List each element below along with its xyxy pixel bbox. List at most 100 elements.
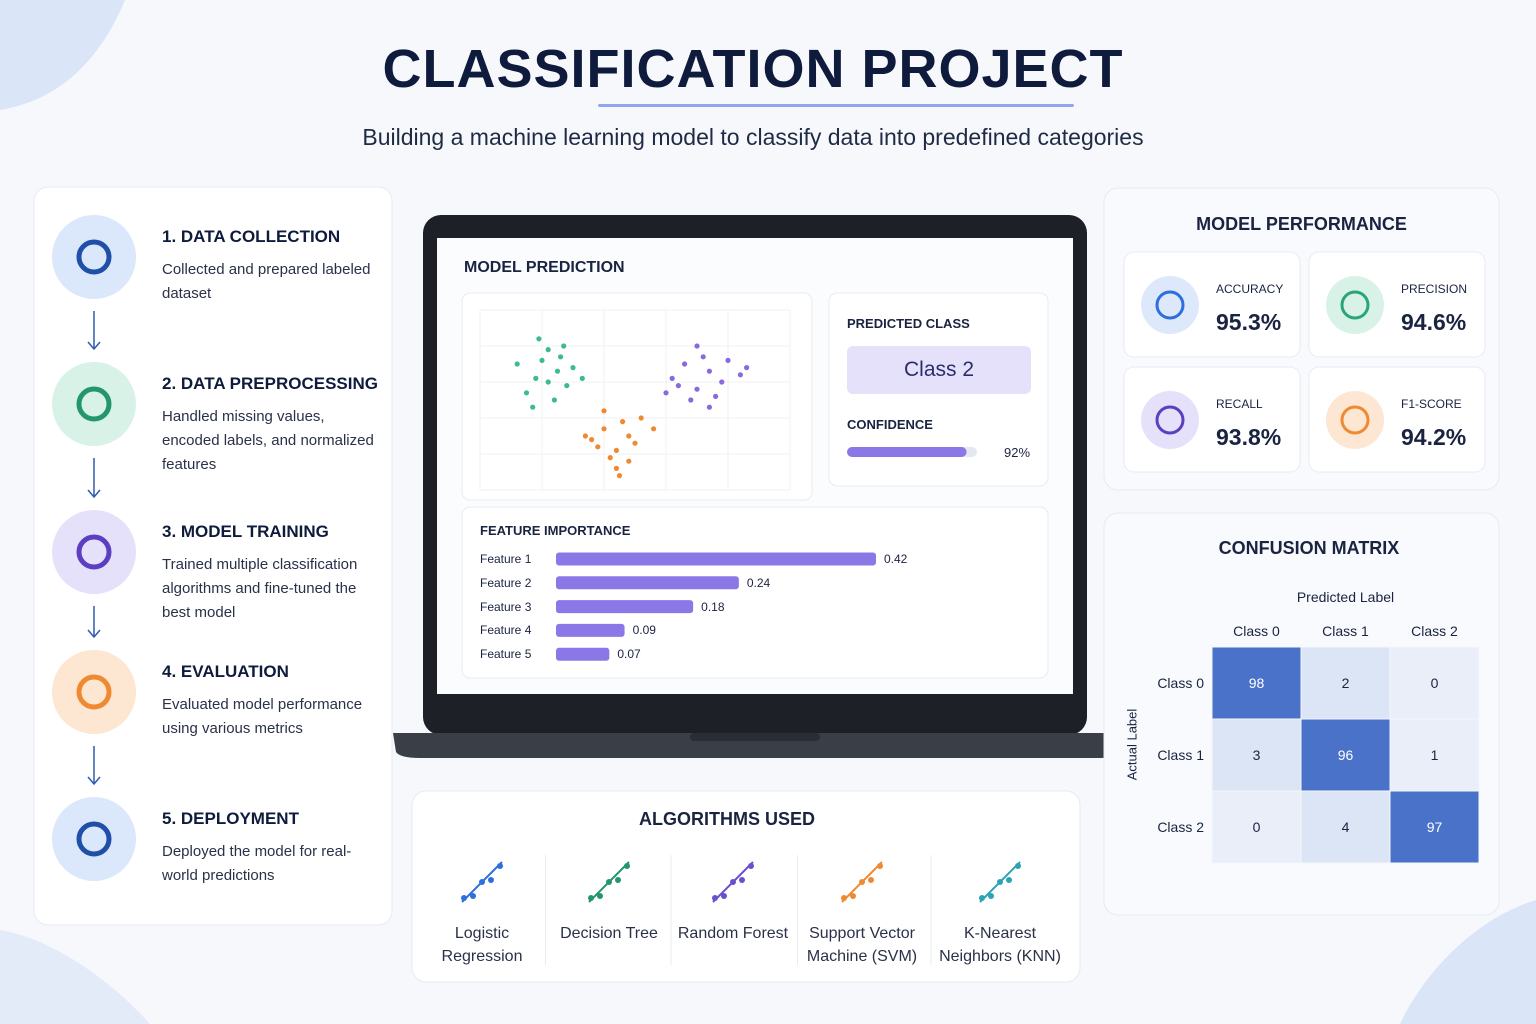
metric-value: 94.2% [1401, 424, 1467, 450]
scatter-point [595, 444, 601, 450]
scatter-point [688, 397, 694, 403]
decor-blob [0, 0, 125, 110]
confidence-bar [847, 447, 967, 457]
scatter-point [663, 390, 669, 396]
matrix-title: CONFUSION MATRIX [1218, 538, 1400, 558]
matrix-column-label: Class 2 [1411, 623, 1458, 639]
algorithm-icon [739, 877, 745, 883]
metric-icon-bg [1326, 391, 1384, 449]
matrix-cell-value: 2 [1341, 675, 1350, 691]
matrix-row-label: Class 0 [1157, 675, 1204, 691]
feature-value: 0.18 [701, 599, 725, 614]
algorithm-icon [841, 861, 883, 903]
metric-value: 94.6% [1401, 309, 1467, 335]
algorithm-name: Random Forest [677, 925, 789, 942]
scatter-point [564, 383, 570, 389]
step-description: Deployed the model for real-world predic… [162, 843, 352, 884]
algorithm-icon [868, 877, 874, 883]
algorithm-icon [470, 893, 476, 899]
scatter-point [601, 408, 607, 414]
metric-value: 93.8% [1216, 424, 1282, 450]
confidence-label: CONFIDENCE [847, 417, 933, 432]
step-description: Evaluated model performance using variou… [162, 696, 363, 737]
scatter-point [694, 343, 700, 349]
scatter-point [523, 390, 530, 396]
prediction-title: MODEL PREDICTION [464, 259, 625, 276]
scatter-point [669, 375, 675, 381]
matrix-cell [1211, 790, 1302, 864]
matrix-cell [1300, 718, 1391, 792]
scatter-point [725, 357, 731, 363]
scatter-point [558, 354, 564, 360]
decor-blob [0, 930, 150, 1024]
scatter-point [601, 426, 607, 432]
scatter-point [539, 357, 545, 363]
feature-value: 0.42 [884, 552, 908, 566]
scatter-point [706, 404, 713, 410]
algorithm-icon [988, 893, 994, 899]
algorithm-icon [488, 877, 494, 883]
scatter-point [545, 347, 551, 353]
metric-name: PRECISION [1401, 282, 1468, 296]
step-arrow-head [87, 489, 101, 499]
scatter-point [616, 473, 623, 479]
scatter-point [682, 361, 688, 367]
feature-bar [556, 600, 694, 614]
scatter-point [589, 437, 595, 443]
page-title: CLASSIFICATION PROJECT [382, 39, 1124, 99]
algorithms-panel [411, 790, 1081, 983]
algorithm-name: Logistic Regression [441, 925, 523, 965]
step-arrow-head [87, 341, 101, 351]
metric-icon [1340, 405, 1370, 435]
scatter-point [632, 440, 638, 446]
matrix-row-label: Class 2 [1157, 819, 1204, 835]
decor-blob [1400, 900, 1536, 1024]
step-title: 2. DATA PREPROCESSING [162, 374, 378, 393]
step-description: Collected and prepared labeled dataset [162, 261, 371, 302]
feature-bar [556, 647, 610, 661]
scatter-point [694, 386, 700, 392]
feature-value: 0.07 [617, 647, 641, 662]
matrix-column-label: Class 1 [1322, 623, 1369, 639]
step-title: 5. DEPLOYMENT [162, 809, 299, 828]
step-arrow-head [87, 776, 101, 786]
scatter-point [607, 455, 613, 461]
scatter-point [530, 404, 536, 410]
algorithm-name: Decision Tree [560, 925, 658, 942]
step-icon-bg [52, 215, 136, 299]
scatter-point [613, 465, 620, 471]
matrix-cell [1389, 646, 1480, 720]
matrix-column-label: Class 0 [1233, 623, 1280, 639]
matrix-cell-value: 4 [1341, 819, 1350, 835]
metric-icon-bg [1326, 276, 1384, 334]
feature-label: Feature 2 [480, 575, 532, 590]
metric-value: 95.3% [1216, 309, 1282, 335]
matrix-x-label: Predicted Label [1296, 589, 1395, 605]
algorithm-icon [615, 877, 621, 883]
metric-icon [1340, 290, 1370, 320]
matrix-cell [1211, 646, 1302, 720]
feature-bar [556, 623, 625, 637]
matrix-cell-value: 0 [1252, 819, 1261, 835]
algorithm-icon [597, 893, 603, 899]
matrix-cell-value: 96 [1337, 747, 1354, 763]
metric-icon [1155, 290, 1185, 320]
step-icon-bg [52, 510, 136, 594]
algorithm-icon [850, 893, 856, 899]
step-description: Handled missing values, encoded labels, … [162, 408, 374, 473]
steps-panel [33, 186, 393, 926]
step-description: Trained multiple classification algorith… [162, 556, 358, 621]
scatter-point [514, 361, 520, 367]
scatter-point [675, 383, 682, 389]
algorithm-name: K-Nearest Neighbors (KNN) [939, 925, 1061, 965]
scatter-point [651, 426, 657, 432]
metric-name: RECALL [1216, 397, 1263, 411]
step-icon [76, 534, 112, 570]
algorithm-icon [979, 861, 1021, 903]
scatter-point [626, 433, 632, 439]
step-title: 4. EVALUATION [162, 662, 289, 681]
scatter-point [744, 365, 750, 371]
matrix-cell-value: 1 [1430, 747, 1439, 763]
scatter-card [461, 292, 813, 501]
step-icon-bg [52, 797, 136, 881]
